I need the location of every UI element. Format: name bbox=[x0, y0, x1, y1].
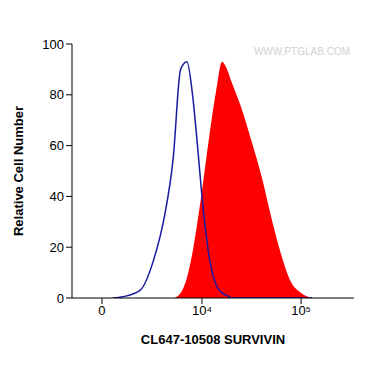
svg-text:CL647-10508 SURVIVIN: CL647-10508 SURVIVIN bbox=[141, 332, 285, 347]
html-text:WWW.PTGLAB.COM: WWW.PTGLAB.COM bbox=[253, 46, 350, 57]
svg-text:0: 0 bbox=[57, 291, 64, 306]
svg-text:40: 40 bbox=[50, 189, 64, 204]
svg-text:10⁵: 10⁵ bbox=[291, 303, 311, 318]
svg-text:100: 100 bbox=[42, 37, 64, 52]
svg-text:60: 60 bbox=[50, 138, 64, 153]
svg-text:0: 0 bbox=[98, 303, 105, 318]
svg-text:Relative Cell Number: Relative Cell Number bbox=[11, 106, 26, 236]
svg-text:80: 80 bbox=[50, 87, 64, 102]
svg-text:20: 20 bbox=[50, 240, 64, 255]
svg-text:10⁴: 10⁴ bbox=[192, 303, 212, 318]
